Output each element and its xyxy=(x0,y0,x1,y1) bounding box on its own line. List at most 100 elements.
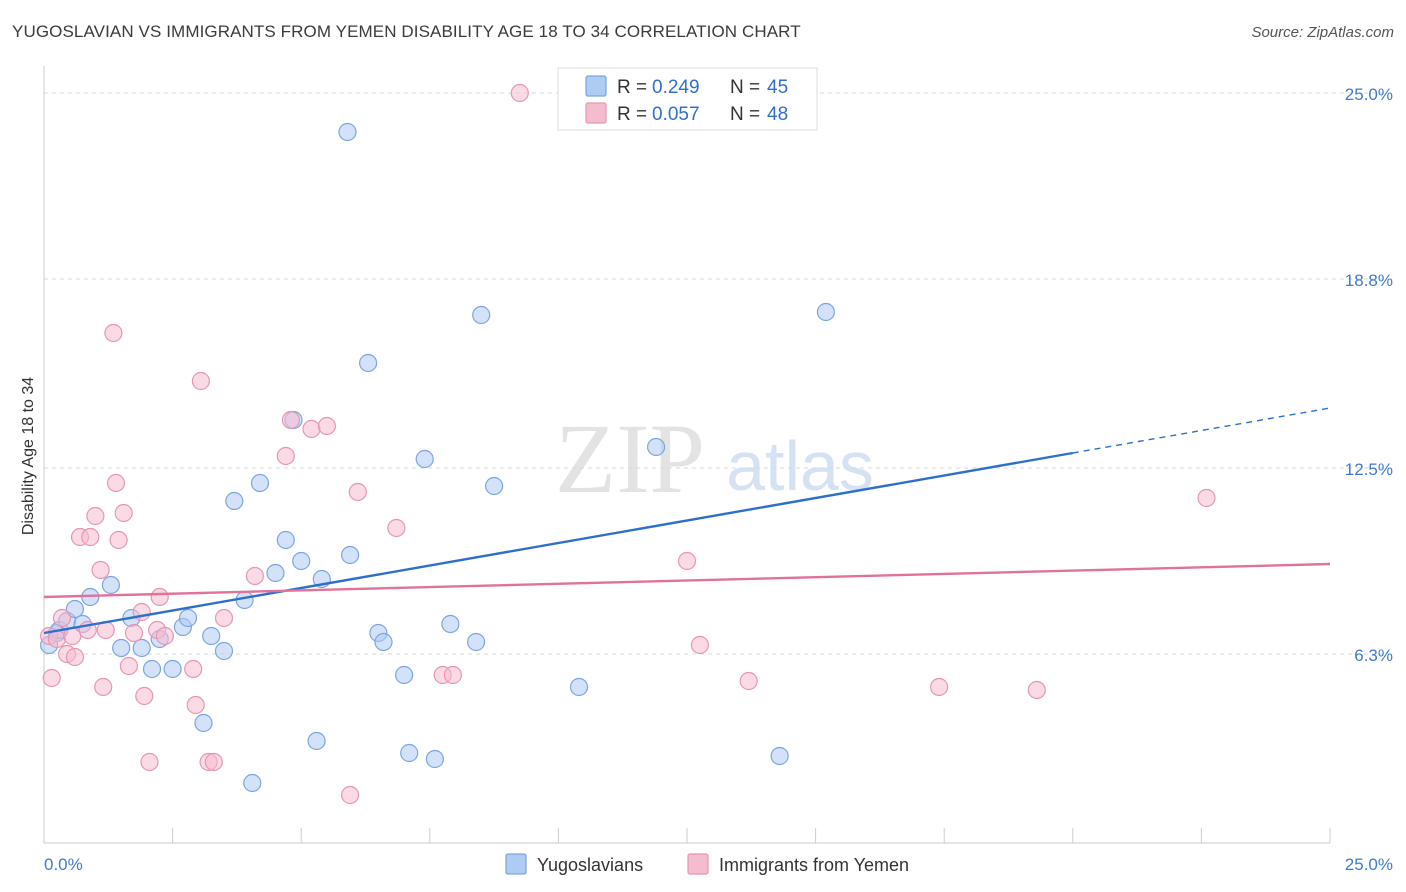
y-tick-label: 18.8% xyxy=(1345,271,1393,290)
legend-swatch-yugoslavians xyxy=(585,75,607,97)
yemen-point xyxy=(114,503,133,523)
yemen-point xyxy=(1197,488,1216,508)
yugoslavian-point xyxy=(472,305,491,325)
yugoslavian-point xyxy=(646,437,666,457)
yugoslavian-point xyxy=(225,491,244,511)
yemen-points xyxy=(39,83,1216,805)
y-tick-labels: 6.3% 12.5% 18.8% 25.0% xyxy=(1345,85,1393,665)
legend-swatch-yemen xyxy=(585,102,607,124)
yemen-point xyxy=(150,587,169,607)
yemen-point xyxy=(140,752,159,772)
yugoslavian-point xyxy=(770,746,789,766)
bottom-legend-label-yemen: Immigrants from Yemen xyxy=(719,855,909,875)
yemen-point xyxy=(109,530,128,550)
y-axis-label: Disability Age 18 to 34 xyxy=(20,377,37,535)
yugoslavian-point xyxy=(341,545,360,565)
yemen-point xyxy=(65,647,85,667)
yemen-point xyxy=(387,518,406,538)
yugoslavian-point xyxy=(292,551,311,571)
legend-n-label: N = xyxy=(730,77,760,98)
yugoslavian-point xyxy=(214,641,234,661)
yugoslavian-point xyxy=(395,665,414,685)
yugoslavian-point xyxy=(359,353,378,373)
watermark-atlas: atlas xyxy=(726,427,874,505)
yemen-point xyxy=(690,635,710,655)
yugoslavian-point xyxy=(243,773,262,793)
bottom-legend-swatch-yemen xyxy=(687,853,709,875)
yemen-point xyxy=(135,686,154,706)
yemen-point xyxy=(191,371,210,391)
legend-r-value: 0.057 xyxy=(652,104,700,125)
chart-title: YUGOSLAVIAN VS IMMIGRANTS FROM YEMEN DIS… xyxy=(12,22,801,41)
yemen-point xyxy=(124,623,144,643)
yugoslavian-point xyxy=(307,731,326,751)
yugoslavian-trend-extension xyxy=(1072,407,1331,454)
yugoslavian-point xyxy=(163,659,182,679)
yemen-point xyxy=(281,410,300,430)
legend-n-label: N = xyxy=(730,104,760,125)
bottom-legend-swatch-yugoslavians xyxy=(505,853,527,875)
yugoslavian-point xyxy=(415,449,434,469)
yugoslavian-point xyxy=(132,638,151,658)
yugoslavian-point xyxy=(266,563,285,583)
yemen-trend-line xyxy=(43,562,1331,599)
yemen-point xyxy=(302,419,321,439)
yemen-point xyxy=(47,629,67,649)
yemen-point xyxy=(677,551,697,571)
y-tick-label: 25.0% xyxy=(1345,85,1393,104)
yemen-point xyxy=(94,677,113,697)
bottom-legend-label-yugoslavians: Yugoslavians xyxy=(537,855,643,875)
yemen-point xyxy=(929,677,949,697)
x-tick-label: 0.0% xyxy=(44,855,83,874)
yemen-point xyxy=(42,668,61,688)
y-tick-label: 6.3% xyxy=(1354,646,1393,665)
yemen-point xyxy=(204,752,223,772)
yugoslavian-point xyxy=(816,302,836,322)
yemen-point xyxy=(245,566,264,586)
yemen-point xyxy=(52,608,72,628)
yemen-point xyxy=(341,785,360,805)
yugoslavians-points xyxy=(39,122,836,793)
yugoslavian-point xyxy=(202,626,221,646)
watermark-zip: ZIP xyxy=(555,403,705,514)
yugoslavian-point xyxy=(178,608,198,628)
yemen-point xyxy=(276,446,295,466)
yemen-point xyxy=(81,527,100,547)
trend-lines xyxy=(43,407,1331,635)
yemen-point xyxy=(1027,680,1046,700)
legend-r-label: R = xyxy=(617,104,647,125)
legend-n-value: 45 xyxy=(767,77,788,98)
yugoslavian-point xyxy=(338,122,357,142)
yemen-point xyxy=(317,416,336,436)
y-tick-label: 12.5% xyxy=(1345,460,1393,479)
yugoslavian-point xyxy=(142,659,162,679)
legend-n-value: 48 xyxy=(767,104,788,125)
yugoslavian-point xyxy=(276,530,295,550)
yugoslavian-point xyxy=(425,749,444,769)
yemen-point xyxy=(214,608,234,628)
yugoslavian-point xyxy=(400,743,419,763)
yemen-point xyxy=(104,323,123,343)
yemen-point xyxy=(86,506,105,526)
yemen-point xyxy=(106,473,126,493)
yugoslavian-point xyxy=(374,632,393,652)
yemen-point xyxy=(348,482,367,502)
yemen-point xyxy=(443,665,462,685)
yugoslavian-point xyxy=(112,638,131,658)
legend: R = 0.249 N = 45 R = 0.057 N = 48 xyxy=(557,67,818,131)
yugoslavian-point xyxy=(250,473,270,493)
yugoslavian-point xyxy=(441,614,460,634)
x-tick-label: 25.0% xyxy=(1345,855,1393,874)
yemen-point xyxy=(186,695,205,715)
yugoslavian-point xyxy=(467,632,486,652)
yugoslavian-point xyxy=(65,599,85,619)
legend-r-label: R = xyxy=(617,77,647,98)
bottom-legend: Yugoslavians Immigrants from Yemen xyxy=(505,853,909,875)
yugoslavian-point xyxy=(485,476,504,496)
source-label: Source: ZipAtlas.com xyxy=(1251,24,1394,41)
yugoslavian-point xyxy=(101,575,121,595)
yemen-point xyxy=(119,656,138,676)
yemen-point xyxy=(155,626,174,646)
yugoslavian-point xyxy=(194,713,213,733)
